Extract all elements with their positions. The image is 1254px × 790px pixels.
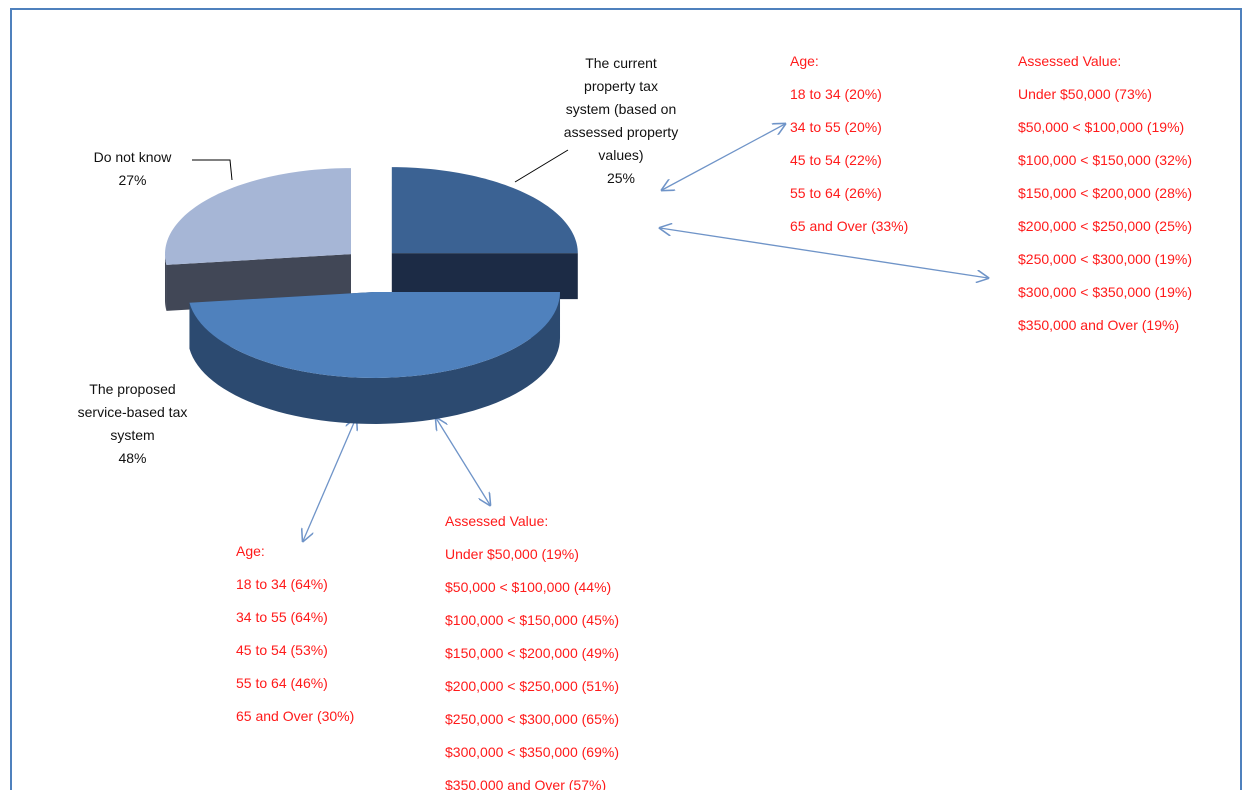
annotation-item: 55 to 64 (46%) bbox=[236, 675, 328, 691]
arrows bbox=[303, 124, 988, 541]
pie-slice bbox=[165, 168, 351, 265]
annotation-item: 34 to 55 (20%) bbox=[790, 119, 882, 135]
annotation-item: Under $50,000 (19%) bbox=[445, 546, 579, 562]
slice-name: The proposed service-based tax system bbox=[77, 381, 188, 443]
annotation-item: $200,000 < $250,000 (51%) bbox=[445, 678, 619, 694]
annotation-item: $100,000 < $150,000 (45%) bbox=[445, 612, 619, 628]
annotation: Age: 18 to 34 (20%) 34 to 55 (20%) 45 to 54… bbox=[790, 45, 908, 243]
annotation: Assessed Value: Under $50,000 (73%) $50,00… bbox=[1018, 45, 1192, 342]
annotation-title: Age: bbox=[790, 53, 819, 69]
annotation-item: 34 to 55 (64%) bbox=[236, 609, 328, 625]
slice-label: The current property tax system (based o… bbox=[560, 52, 682, 190]
annotation-item: $250,000 < $300,000 (19%) bbox=[1018, 251, 1192, 267]
arrow bbox=[303, 418, 356, 541]
annotation-item: $100,000 < $150,000 (32%) bbox=[1018, 152, 1192, 168]
annotation: Assessed Value: Under $50,000 (19%) $50,00… bbox=[445, 505, 619, 790]
annotation-item: $150,000 < $200,000 (49%) bbox=[445, 645, 619, 661]
slice-name: Do not know bbox=[93, 149, 172, 165]
annotation-item: 18 to 34 (64%) bbox=[236, 576, 328, 592]
arrow bbox=[662, 124, 785, 190]
annotation-item: $350,000 and Over (19%) bbox=[1018, 317, 1180, 333]
arrow bbox=[660, 228, 988, 278]
slice-side bbox=[164, 254, 167, 311]
annotation-item: $250,000 < $300,000 (65%) bbox=[445, 711, 619, 727]
pie-slice bbox=[391, 167, 578, 254]
slice-label: Do not know 27% bbox=[70, 146, 195, 192]
annotation: Age: 18 to 34 (64%) 34 to 55 (64%) 45 to 54… bbox=[236, 535, 354, 733]
annotation-item: $300,000 < $350,000 (69%) bbox=[445, 744, 619, 760]
leader-line bbox=[192, 159, 233, 181]
annotation-item: $50,000 < $100,000 (44%) bbox=[445, 579, 612, 595]
annotation-item: $50,000 < $100,000 (19%) bbox=[1018, 119, 1185, 135]
slice-percent: 27% bbox=[118, 172, 147, 188]
annotation-item: 45 to 54 (22%) bbox=[790, 152, 882, 168]
slice-percent: 25% bbox=[606, 170, 636, 186]
annotation-title: Age: bbox=[236, 543, 265, 559]
annotation-item: $200,000 < $250,000 (25%) bbox=[1018, 218, 1192, 234]
annotation-item: 55 to 64 (26%) bbox=[790, 185, 882, 201]
slice-name: The current property tax system (based o… bbox=[563, 55, 679, 163]
annotation-item: $300,000 < $350,000 (19%) bbox=[1018, 284, 1192, 300]
slice-label: The proposed service-based tax system 48% bbox=[70, 378, 195, 470]
annotation-item: $150,000 < $200,000 (28%) bbox=[1018, 185, 1192, 201]
slice-percent: 48% bbox=[118, 450, 147, 466]
pie-slice bbox=[189, 291, 561, 378]
annotation-item: 18 to 34 (20%) bbox=[790, 86, 882, 102]
frame bbox=[10, 8, 1242, 790]
arrow bbox=[436, 418, 490, 505]
slice-wall bbox=[391, 253, 578, 300]
annotation-item: Under $50,000 (73%) bbox=[1018, 86, 1152, 102]
annotation-item: $350,000 and Over (57%) bbox=[445, 777, 607, 790]
annotation-item: 65 and Over (33%) bbox=[790, 218, 909, 234]
annotation-item: 45 to 54 (53%) bbox=[236, 642, 328, 658]
annotation-title: Assessed Value: bbox=[1018, 53, 1122, 69]
leaders bbox=[192, 149, 569, 183]
annotation-item: 65 and Over (30%) bbox=[236, 708, 355, 724]
slice-side bbox=[189, 291, 561, 424]
annotation-title: Assessed Value: bbox=[445, 513, 549, 529]
leader-line bbox=[514, 149, 569, 183]
